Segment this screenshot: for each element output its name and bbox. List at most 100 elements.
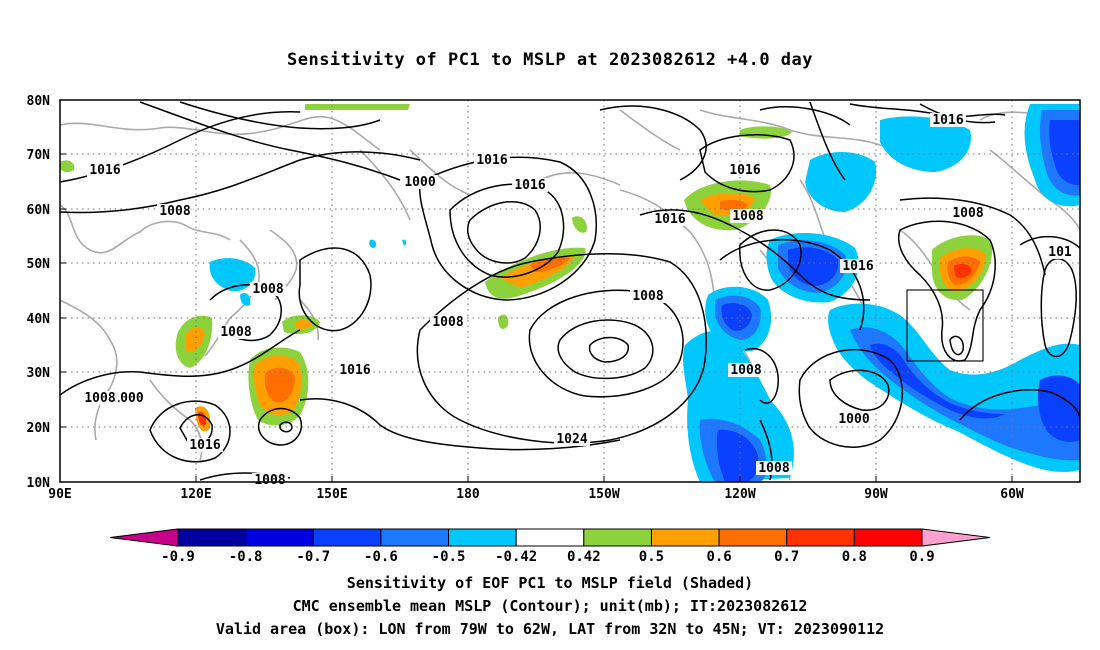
contour-label-bg <box>554 432 590 446</box>
lon-tick-label: 150W <box>588 487 619 502</box>
contour-label-bg <box>727 163 763 177</box>
contour-label-bg <box>652 212 688 226</box>
contour-label: 1008 <box>952 206 983 221</box>
colorbar-label: -0.6 <box>364 549 398 565</box>
colorbar-label: -0.42 <box>495 549 537 565</box>
lat-tick-label: 70N <box>27 148 51 163</box>
colorbar-swatch <box>515 528 585 547</box>
contour-label: 1016 <box>729 163 760 178</box>
contour-label-bg <box>728 363 764 377</box>
contour-label-bg <box>930 113 966 127</box>
colorbar-label: 0.5 <box>639 549 664 565</box>
contour-label: 1016 <box>189 438 220 453</box>
contour-label: 1016 <box>654 212 685 227</box>
contour-label: 1008 <box>730 363 761 378</box>
contour-label-bg <box>950 206 986 220</box>
contour-label: 1016 <box>89 163 120 178</box>
contour-label: 1016 <box>514 178 545 193</box>
colorbar-swatch <box>583 528 652 547</box>
caption-shading: Sensitivity of EOF PC1 to MSLP field (Sh… <box>346 574 754 592</box>
contour-label-bg <box>157 204 193 218</box>
valid-area-box <box>906 289 984 362</box>
colorbar-swatch <box>650 528 720 547</box>
lat-tick-label: 20N <box>27 421 51 436</box>
contour-label-bg <box>630 289 666 303</box>
colorbar-upper-extension <box>921 528 991 547</box>
contour-label-bg <box>430 315 466 329</box>
colorbar-label: -0.7 <box>296 549 330 565</box>
contour-label-bg <box>474 153 510 167</box>
contour-label-bg <box>187 438 223 452</box>
colorbar-swatch <box>245 528 314 547</box>
contour-label-bg <box>252 473 288 487</box>
colorbar-label: -0.5 <box>432 549 466 565</box>
colorbar-label: 0.6 <box>706 549 731 565</box>
contour-label: 1008 <box>432 315 463 330</box>
colorbar-swatch <box>718 528 788 547</box>
lon-tick-label: 150E <box>316 487 347 502</box>
contour-label: 1000 <box>404 175 435 190</box>
colorbar-swatch <box>853 528 923 547</box>
contour-label: 1016 <box>842 259 873 274</box>
contour-label: 1024 <box>556 432 587 447</box>
colorbar-label: -0.8 <box>229 549 263 565</box>
lon-tick-label: 60W <box>1000 487 1024 502</box>
lon-tick-label: 90E <box>48 487 71 502</box>
lat-tick-label: 60N <box>27 203 51 218</box>
contour-label: 1016 <box>476 153 507 168</box>
colorbar-swatch <box>380 528 450 547</box>
map-title: Sensitivity of PC1 to MSLP at 2023082612… <box>286 50 813 70</box>
contour-label: 1000 <box>112 391 143 406</box>
contour-label: 1008 <box>84 391 115 406</box>
contour-label: 1008 <box>254 473 285 488</box>
contour-label: 101 <box>1048 245 1072 260</box>
contour-label-bg <box>82 391 118 405</box>
lat-tick-label: 40N <box>27 312 51 327</box>
contour-label-bg <box>110 391 146 405</box>
contour-label-bg <box>836 412 872 426</box>
lat-tick-label: 50N <box>27 257 51 272</box>
longitude-axis: 90E 120E 150E 180 150W 120W 90W 60W <box>48 476 1024 502</box>
contour-label: 1008 <box>220 325 251 340</box>
colorbar-label: 0.7 <box>774 549 799 565</box>
contour-label-bg <box>730 209 766 223</box>
lon-tick-label: 180 <box>456 487 480 502</box>
colorbar-swatch <box>448 528 517 547</box>
contour-label: 1008 <box>632 289 663 304</box>
latitude-axis: 80N 70N 60N 50N 40N 30N 20N 10N <box>27 94 66 491</box>
contour-label-bg <box>87 163 123 177</box>
colorbar-label: 0.42 <box>567 549 601 565</box>
contour-label: 1016 <box>932 113 963 128</box>
contour-label-bg <box>756 461 792 475</box>
colorbar-label: 0.8 <box>842 549 867 565</box>
lon-tick-label: 120E <box>180 487 211 502</box>
map-frame <box>59 99 1081 483</box>
lon-tick-label: 120W <box>724 487 755 502</box>
contour-label-bg <box>1046 245 1074 259</box>
contour-label-bg <box>840 259 876 273</box>
colorbar-swatch <box>786 528 855 547</box>
colorbar-label: 0.9 <box>909 549 934 565</box>
contour-label-bg <box>337 363 373 377</box>
contour-label-bg <box>512 178 548 192</box>
colorbar: -0.9 -0.8 -0.7 -0.6 -0.5 -0.42 0.42 0.5 0.6 0.7 0.… <box>109 528 991 565</box>
contour-label: 1016 <box>339 363 370 378</box>
contour-label: 1008 <box>252 282 283 297</box>
caption-valid-area: Valid area (box): LON from 79W to 62W, L… <box>215 620 885 638</box>
lat-tick-label: 10N <box>27 476 51 491</box>
contour-label-layer: 1016100810001016101610081016100810081000… <box>82 113 1074 488</box>
lon-tick-label: 90W <box>864 487 888 502</box>
colorbar-swatch <box>177 528 247 547</box>
lat-tick-label: 30N <box>27 366 51 381</box>
contour-label: 1008 <box>758 461 789 476</box>
contour-label-bg <box>402 175 438 189</box>
caption-contour: CMC ensemble mean MSLP (Contour); unit(m… <box>292 597 808 615</box>
contour-label: 1008 <box>159 204 190 219</box>
contour-label-bg <box>218 325 254 339</box>
lat-tick-label: 80N <box>27 94 51 109</box>
contour-label-bg <box>250 282 286 296</box>
contour-label: 1000 <box>838 412 869 427</box>
colorbar-lower-extension <box>109 528 179 547</box>
